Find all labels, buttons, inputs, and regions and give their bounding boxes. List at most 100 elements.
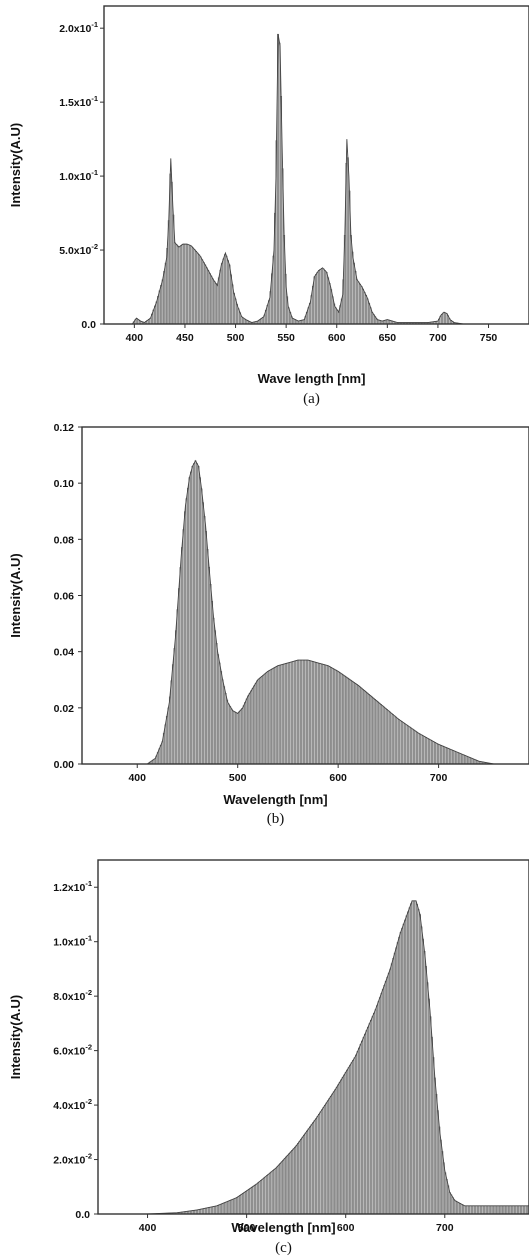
spectrum-bar	[221, 679, 224, 764]
x-axis-title: Wavelength [nm]	[231, 1220, 335, 1235]
spectrum-bar	[207, 270, 210, 324]
spectrum-bar	[218, 1204, 221, 1214]
spectrum-bar	[309, 1126, 311, 1214]
spectrum-bar	[327, 665, 330, 764]
spectrum-bar	[404, 723, 406, 764]
spectrum-bar	[316, 272, 319, 324]
spectrum-bar	[319, 663, 322, 764]
spectrum-bar	[370, 1020, 372, 1214]
spectrum-bar	[167, 707, 170, 764]
spectrum-bars	[147, 460, 492, 764]
spectrum-bar	[352, 682, 355, 764]
spectrum-bar	[414, 900, 417, 1214]
spectrum-bar	[429, 739, 432, 764]
spectrum-bar	[358, 686, 361, 764]
y-tick-label: 1.2x10-1	[53, 879, 92, 894]
spectrum-bar	[268, 670, 271, 764]
spectrum-bar	[327, 277, 330, 324]
spectrum-bar	[200, 1208, 203, 1214]
spectrum-bar	[236, 713, 239, 764]
spectrum-bar	[329, 1096, 332, 1214]
spectrum-bar	[360, 687, 363, 764]
spectrum-bar	[318, 663, 320, 764]
spectrum-bar	[253, 685, 256, 764]
spectrum-bar	[295, 1145, 298, 1214]
spectrum-bar	[475, 1205, 478, 1214]
spectrum-bar	[233, 711, 236, 764]
spectrum-bar	[494, 1205, 497, 1214]
spectrum-bar	[402, 722, 405, 764]
spectrum-bar	[272, 667, 275, 764]
spectrum-bar	[404, 919, 407, 1214]
spectrum-bar	[371, 311, 374, 324]
spectrum-bar	[326, 1100, 329, 1214]
spectrum-bar	[333, 668, 336, 764]
spectrum-bar	[428, 998, 430, 1214]
spectrum-bar	[202, 261, 205, 324]
spectrum-bar	[304, 1132, 307, 1214]
spectrum-bar	[190, 471, 192, 764]
x-tick-label: 700	[436, 1222, 454, 1234]
spectrum-bar	[450, 749, 453, 764]
spectrum-bar	[313, 661, 316, 764]
spectrum-bar	[307, 1128, 310, 1214]
y-tick-label: 8.0x10-2	[53, 988, 92, 1003]
spectrum-bar	[189, 245, 191, 324]
spectrum-bar	[286, 1155, 289, 1214]
y-tick-label: 0.0	[81, 319, 96, 331]
spectrum-bar	[359, 283, 361, 324]
spectrum-bar	[243, 1192, 246, 1214]
spectrum-bar	[341, 1077, 344, 1214]
spectrum-bar	[213, 280, 216, 324]
spectrum-bar	[328, 666, 331, 764]
spectrum-bar	[367, 694, 370, 764]
spectrum-bar	[351, 251, 354, 324]
spectrum-bar	[227, 1200, 230, 1214]
spectrum-bar	[254, 682, 257, 764]
spectrum-bar	[365, 1030, 368, 1214]
spectrum-bar	[248, 693, 251, 764]
spectrum-bar	[467, 756, 470, 764]
spectrum-bar	[384, 981, 387, 1214]
spectrum-bar	[231, 1199, 234, 1214]
spectrum-bar	[164, 724, 167, 764]
spectrum-bar	[312, 661, 314, 764]
spectrum-bar	[220, 263, 223, 324]
spectrum-bar	[303, 659, 305, 764]
spectrum-bar	[310, 660, 313, 764]
spectrum-bar	[188, 477, 191, 764]
spectrum-bar	[462, 754, 465, 764]
spectrum-bar	[361, 688, 364, 764]
spectrum-bar	[254, 1184, 256, 1214]
spectrum-bar	[230, 1199, 233, 1214]
spectrum-bar	[163, 271, 166, 324]
spectrum-bar	[179, 245, 182, 324]
spectrum-bar	[512, 1205, 515, 1214]
spectrum-bar	[468, 757, 471, 764]
spectrum-bar	[190, 245, 193, 324]
spectrum-bar	[331, 668, 334, 764]
spectrum-bar	[452, 750, 455, 764]
spectrum-bar	[356, 279, 358, 324]
spectrum-bar	[497, 1205, 500, 1214]
spectrum-bar	[226, 699, 229, 764]
spectrum-bar	[185, 498, 188, 764]
spectrum-bar	[316, 662, 319, 764]
spectrum-bar	[432, 741, 435, 764]
spectrum-bar	[264, 1176, 267, 1214]
x-tick-label: 600	[328, 332, 346, 344]
y-tick-label: 0.12	[54, 422, 75, 434]
y-tick-label: 0.02	[54, 703, 75, 715]
spectrum-bar	[399, 720, 402, 764]
spectrum-bar	[154, 305, 157, 324]
spectrum-bar	[401, 927, 404, 1214]
spectrum-bar	[178, 246, 181, 324]
spectrum-bar	[173, 648, 176, 764]
spectrum-bar	[444, 747, 447, 764]
spectrum-bar	[419, 914, 421, 1214]
x-tick-label: 650	[379, 332, 397, 344]
spectrum-bar	[184, 243, 187, 324]
spectrum-bar	[368, 1023, 371, 1214]
spectrum-bar	[200, 488, 203, 764]
spectrum-bar	[217, 277, 220, 324]
